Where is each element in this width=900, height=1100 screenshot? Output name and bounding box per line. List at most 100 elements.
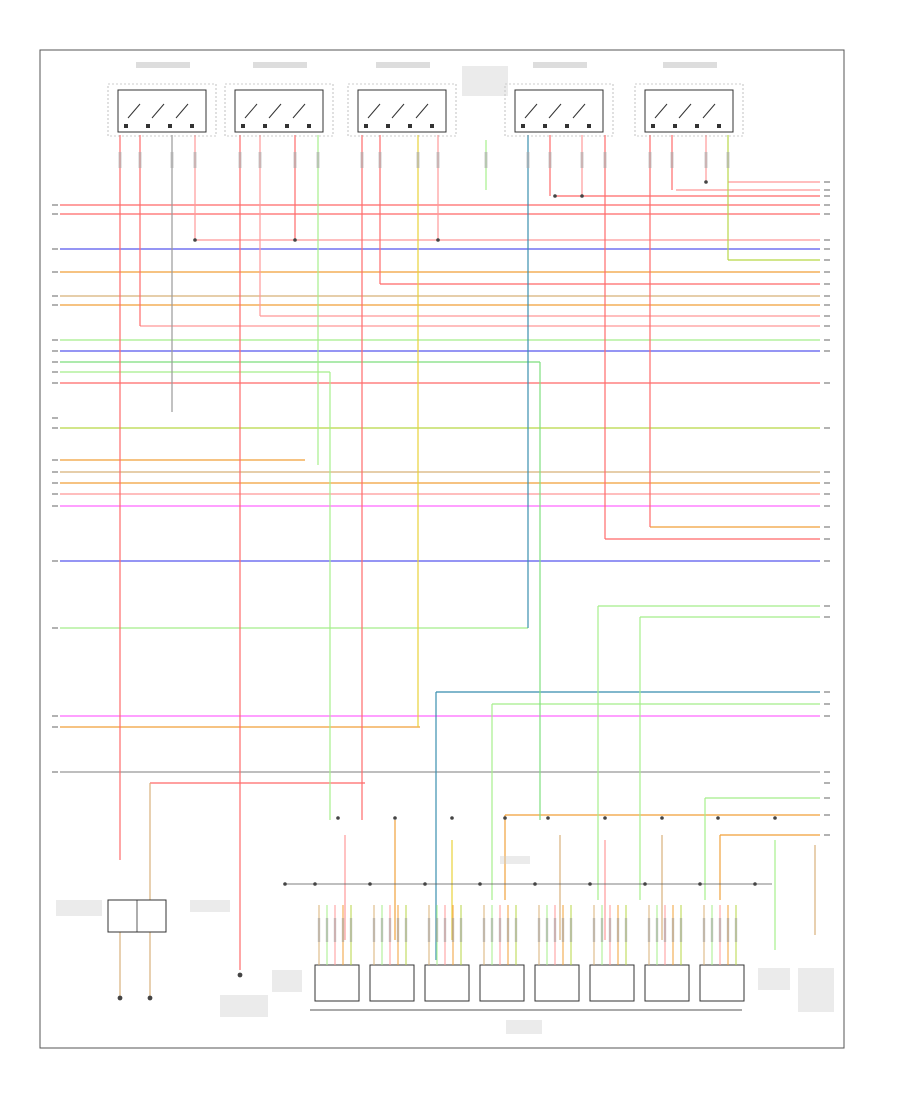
switch-contact xyxy=(175,103,189,119)
wire-tag xyxy=(396,918,400,942)
connector-pin xyxy=(190,124,194,128)
wire-tag xyxy=(388,918,392,942)
switch-module-outline xyxy=(504,83,614,137)
splice-dot xyxy=(753,882,757,886)
switch-contact xyxy=(678,103,692,119)
module-block xyxy=(699,964,745,1002)
switch-contact xyxy=(702,103,716,119)
wire-tag xyxy=(193,152,197,168)
splice-dot xyxy=(193,238,197,242)
wire-tag xyxy=(506,918,510,942)
wire-tag xyxy=(603,152,607,168)
splice-dot xyxy=(553,194,557,198)
splice-dot xyxy=(336,816,340,820)
module-block xyxy=(424,964,470,1002)
wire-tag xyxy=(293,152,297,168)
switch-contact xyxy=(292,103,306,119)
splice-dot xyxy=(704,180,708,184)
ground-point xyxy=(147,995,153,1001)
wire-tag xyxy=(490,918,494,942)
wire-tag xyxy=(451,918,455,942)
splice-dot xyxy=(588,882,592,886)
wire-tag xyxy=(360,152,364,168)
switch-module-outline xyxy=(347,83,457,137)
wire-tag xyxy=(317,918,321,942)
switch-contact xyxy=(127,103,141,119)
wire-tag xyxy=(710,918,714,942)
connector-pin xyxy=(386,124,390,128)
connector-pin xyxy=(651,124,655,128)
splice-dot xyxy=(478,882,482,886)
wire-tag xyxy=(616,918,620,942)
wire-tag xyxy=(436,152,440,168)
connector-pin xyxy=(673,124,677,128)
label-block xyxy=(506,1020,542,1034)
ground-point xyxy=(117,995,123,1001)
label-block xyxy=(272,970,302,992)
wire-tag xyxy=(138,152,142,168)
wire-tag xyxy=(427,918,431,942)
splice-dot xyxy=(393,816,397,820)
switch-contact xyxy=(391,103,405,119)
ground-point xyxy=(237,972,243,978)
module-block xyxy=(314,964,360,1002)
wire-tag xyxy=(545,918,549,942)
label-block xyxy=(220,995,268,1017)
label-block xyxy=(56,900,102,916)
wire-tag xyxy=(726,918,730,942)
switch-module xyxy=(644,89,734,133)
connector-pin xyxy=(717,124,721,128)
splice-dot xyxy=(773,816,777,820)
wire-tag xyxy=(482,918,486,942)
module-block xyxy=(479,964,525,1002)
splice-dot xyxy=(423,882,427,886)
connector-pin xyxy=(695,124,699,128)
switch-contact xyxy=(572,103,586,119)
module-label-block xyxy=(136,62,190,68)
wire-tag xyxy=(349,918,353,942)
wire-tag xyxy=(561,918,565,942)
wire-tag xyxy=(704,152,708,168)
connector-pin xyxy=(241,124,245,128)
connector-pin xyxy=(587,124,591,128)
splice-dot xyxy=(698,882,702,886)
wire-tag xyxy=(404,918,408,942)
wire-tag xyxy=(679,918,683,942)
splice-dot xyxy=(283,882,287,886)
wire-tag xyxy=(702,918,706,942)
module-block xyxy=(644,964,690,1002)
wire-tag xyxy=(718,918,722,942)
wire-tag xyxy=(333,918,337,942)
switch-contact xyxy=(367,103,381,119)
wire-tag xyxy=(624,918,628,942)
module-label-block xyxy=(376,62,430,68)
splice-dot xyxy=(533,882,537,886)
connector-pin xyxy=(263,124,267,128)
wire-tag xyxy=(648,152,652,168)
wire-tag xyxy=(459,918,463,942)
switch-contact xyxy=(548,103,562,119)
connector-pin xyxy=(430,124,434,128)
splice-dot xyxy=(716,816,720,820)
wire-tag xyxy=(380,918,384,942)
wire-tag xyxy=(514,918,518,942)
connector-pin xyxy=(364,124,368,128)
label-block xyxy=(500,856,530,864)
switch-module xyxy=(514,89,604,133)
wire-tag xyxy=(647,918,651,942)
connector-pin xyxy=(307,124,311,128)
connector-pin xyxy=(521,124,525,128)
wire-tag xyxy=(526,152,530,168)
splice-dot xyxy=(580,194,584,198)
splice-dot xyxy=(436,238,440,242)
switch-module xyxy=(357,89,447,133)
wire-tag xyxy=(569,918,573,942)
wire-tag xyxy=(726,152,730,168)
module-block xyxy=(534,964,580,1002)
label-block xyxy=(190,900,230,912)
wire-tag xyxy=(608,918,612,942)
switch-contact xyxy=(244,103,258,119)
wire-tag xyxy=(341,918,345,942)
wire-tag xyxy=(580,152,584,168)
wire-tag xyxy=(670,152,674,168)
